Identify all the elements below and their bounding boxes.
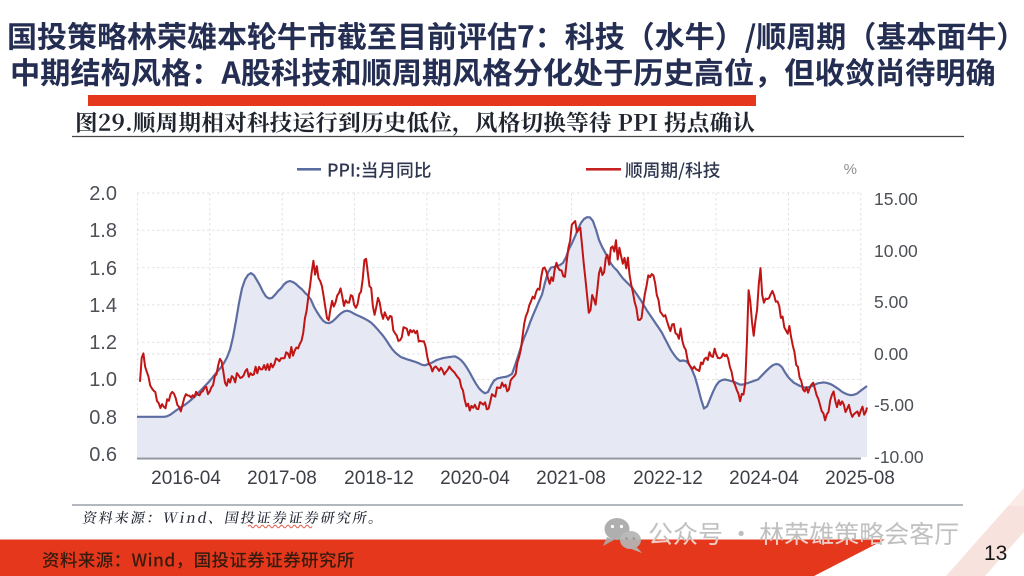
svg-text:2016-04: 2016-04 [151, 468, 221, 489]
svg-text:1.2: 1.2 [89, 332, 117, 354]
svg-text:1.0: 1.0 [89, 369, 117, 391]
svg-text:2021-08: 2021-08 [536, 468, 606, 489]
svg-text:10.00: 10.00 [874, 241, 918, 261]
svg-text:2.0: 2.0 [89, 183, 117, 205]
svg-text:0.6: 0.6 [89, 444, 117, 466]
svg-text:0.8: 0.8 [89, 407, 117, 429]
svg-text:1.8: 1.8 [89, 220, 117, 242]
svg-text:2025-08: 2025-08 [825, 468, 895, 489]
svg-text:2020-04: 2020-04 [440, 468, 510, 489]
svg-text:1.4: 1.4 [89, 295, 117, 317]
svg-text:2024-04: 2024-04 [729, 468, 799, 489]
svg-text:15.00: 15.00 [874, 189, 918, 209]
svg-text:-5.00: -5.00 [874, 395, 914, 415]
svg-text:1.6: 1.6 [89, 258, 117, 280]
svg-text:5.00: 5.00 [874, 292, 908, 312]
svg-text:2022-12: 2022-12 [633, 468, 703, 489]
svg-text:-10.00: -10.00 [874, 447, 924, 467]
svg-text:2017-08: 2017-08 [247, 468, 317, 489]
svg-text:0.00: 0.00 [874, 344, 908, 364]
svg-text:%: % [844, 161, 857, 178]
svg-text:2018-12: 2018-12 [344, 468, 414, 489]
